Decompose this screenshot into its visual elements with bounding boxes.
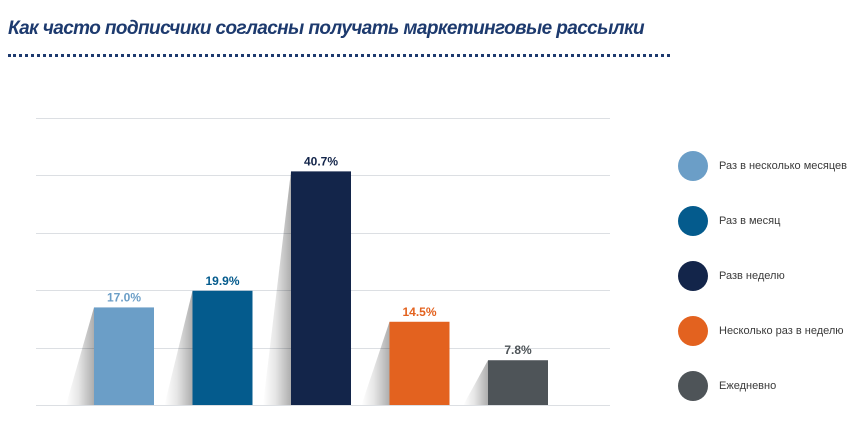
value-label: 14.5% — [402, 305, 436, 319]
legend-item: Раз в месяц — [678, 193, 847, 248]
value-label: 17.0% — [107, 290, 141, 304]
bar-shadow — [463, 360, 488, 405]
bar — [192, 290, 253, 405]
value-label: 19.9% — [205, 274, 239, 288]
legend-swatch — [678, 370, 708, 401]
bar — [291, 171, 351, 405]
bar — [94, 307, 154, 405]
bar-shadow — [66, 307, 94, 405]
legend-swatch — [678, 205, 708, 236]
legend-label: Разв неделю — [719, 269, 785, 282]
dotted-divider — [8, 54, 670, 57]
bar — [488, 360, 548, 405]
bar-shadows — [66, 171, 488, 405]
legend-label: Несколько раз в неделю — [719, 324, 844, 337]
legend-item: Несколько раз в неделю — [678, 303, 847, 358]
chart-title: Как часто подписчики согласны получать м… — [8, 18, 645, 39]
bar-shadow — [361, 321, 390, 405]
legend-swatch — [678, 150, 708, 181]
legend-label: Ежедневно — [719, 379, 777, 392]
legend-item: Ежедневно — [678, 358, 847, 413]
bar-shadow — [164, 290, 193, 405]
value-label: 7.8% — [504, 343, 532, 357]
value-label: 40.7% — [304, 154, 338, 168]
legend-swatch — [678, 315, 708, 346]
legend-label: Раз в месяц — [719, 214, 781, 227]
bars — [94, 171, 548, 405]
legend-label: Раз в несколько месяцев — [719, 159, 848, 172]
bar — [389, 321, 450, 405]
legend: Раз в несколько месяцев Раз в месяц Разв… — [678, 138, 847, 413]
bar-shadow — [263, 171, 291, 405]
legend-item: Разв неделю — [678, 248, 847, 303]
value-labels: 17.0% 19.9% 40.7% 14.5% 7.8% — [107, 154, 532, 357]
legend-swatch — [678, 260, 708, 291]
legend-item: Раз в несколько месяцев — [678, 138, 847, 193]
